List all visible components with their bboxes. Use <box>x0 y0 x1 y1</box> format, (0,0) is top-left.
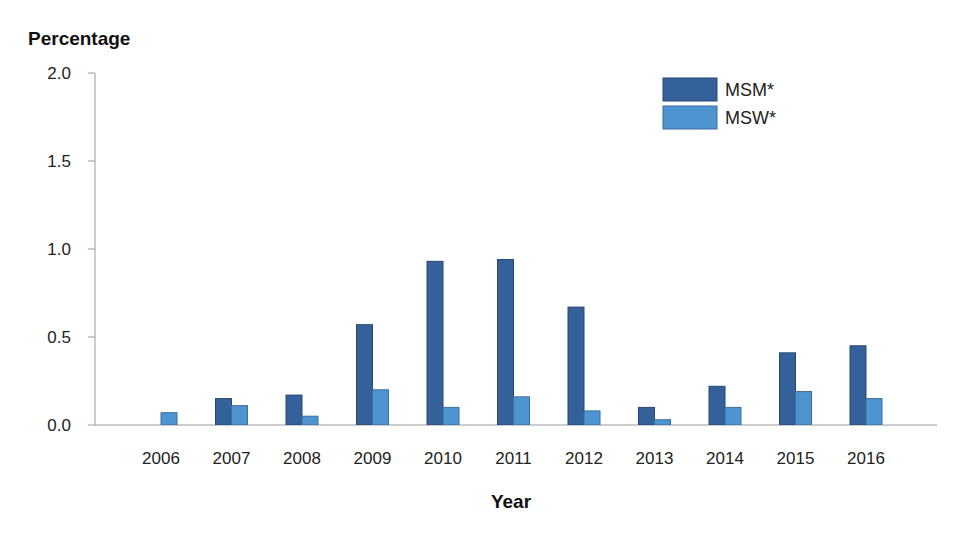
y-tick-label: 1.5 <box>47 152 71 171</box>
y-axis-title: Percentage <box>28 28 130 49</box>
bar <box>780 353 796 425</box>
bar <box>498 260 514 425</box>
bar <box>850 346 866 425</box>
bar <box>302 416 318 425</box>
x-tick-label: 2007 <box>213 449 251 468</box>
bar <box>373 390 389 425</box>
bar <box>568 307 584 425</box>
chart: 0.0 0.5 1.0 1.5 2.0 2006 2007 2008 2009 2010 2011 2… <box>0 0 960 545</box>
bar <box>216 399 232 425</box>
bar <box>443 407 459 425</box>
y-tick-label: 0.0 <box>47 416 71 435</box>
x-tick-label: 2015 <box>777 449 815 468</box>
y-tick <box>88 337 95 338</box>
legend-label: MSM* <box>725 80 774 100</box>
y-tick-label: 2.0 <box>47 64 71 83</box>
bar <box>655 420 671 425</box>
legend-swatch <box>663 106 717 129</box>
x-tick-label: 2012 <box>565 449 603 468</box>
x-axis-title: Year <box>491 491 532 512</box>
bar <box>709 386 725 425</box>
y-tick <box>88 161 95 162</box>
x-tick-label: 2009 <box>354 449 392 468</box>
bar <box>796 392 812 425</box>
x-tick-label: 2008 <box>283 449 321 468</box>
bar <box>514 397 530 425</box>
x-tick-label: 2016 <box>847 449 885 468</box>
bar <box>639 407 655 425</box>
bar <box>357 325 373 425</box>
y-tick-label: 1.0 <box>47 240 71 259</box>
x-tick-label: 2013 <box>636 449 674 468</box>
bars <box>161 260 882 425</box>
bar <box>232 406 248 425</box>
x-tick-label: 2010 <box>424 449 462 468</box>
bar <box>725 407 741 425</box>
y-tick-label: 0.5 <box>47 328 71 347</box>
bar <box>427 261 443 425</box>
x-tick-label: 2014 <box>706 449 744 468</box>
bar <box>286 395 302 425</box>
bar <box>161 413 177 425</box>
y-tick <box>88 425 95 426</box>
legend-label: MSW* <box>725 108 776 128</box>
x-tick-label: 2006 <box>142 449 180 468</box>
legend-swatch <box>663 78 717 101</box>
y-tick <box>88 73 95 74</box>
bar <box>584 411 600 425</box>
y-tick <box>88 249 95 250</box>
x-tick-label: 2011 <box>495 449 532 468</box>
bar <box>866 399 882 425</box>
